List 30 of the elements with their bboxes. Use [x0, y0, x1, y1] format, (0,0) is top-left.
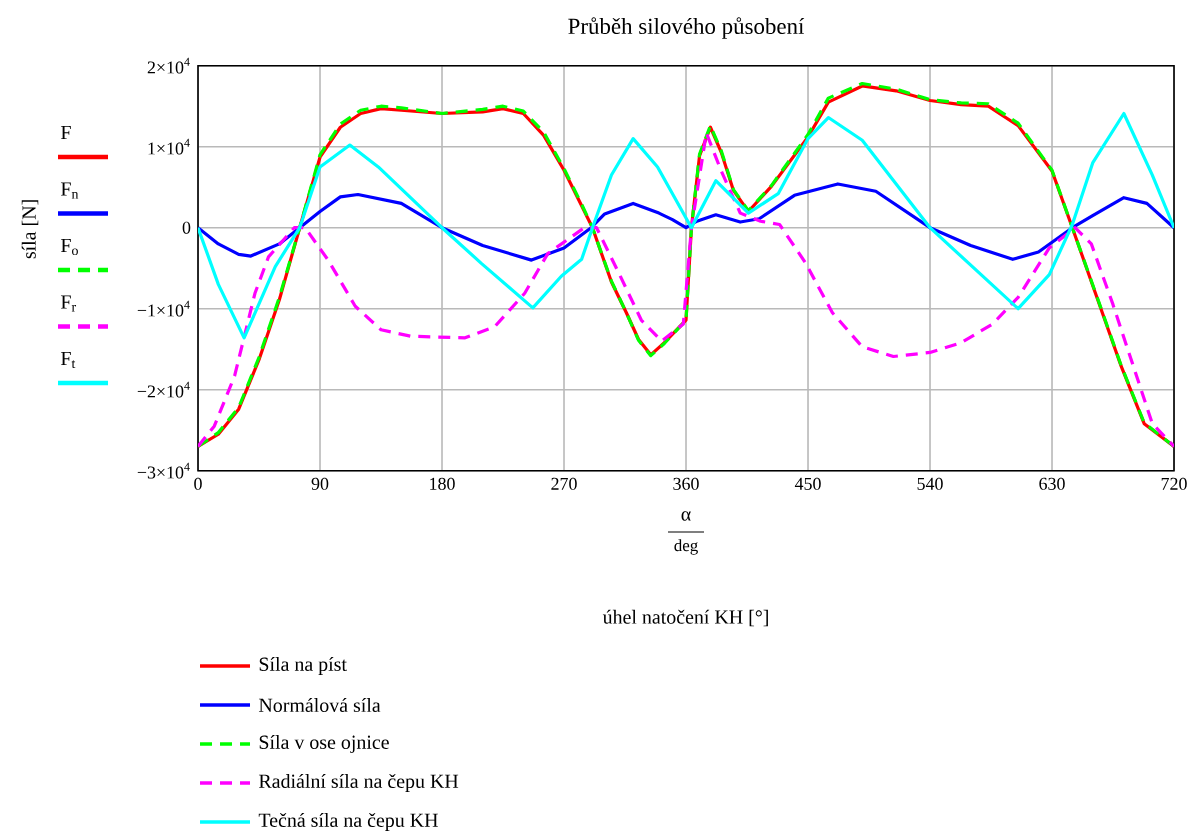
- chart-title: Průběh silového působení: [568, 17, 805, 39]
- y-axis-title: síla [N]: [21, 200, 39, 259]
- x-tick-label: 720: [1161, 477, 1187, 490]
- y-tick-label: 1×10$^{4}$: [148, 138, 190, 155]
- text: F$_{o}$: [60, 238, 78, 256]
- x-tick-label: 630: [1039, 477, 1065, 490]
- x-tick-label: 450: [794, 477, 821, 490]
- legend-label: Tečná síla na čepu KH: [258, 812, 438, 832]
- y-tick-label: 0: [182, 221, 191, 234]
- x-tick-label: 90: [311, 477, 329, 490]
- text: deg: [674, 539, 698, 555]
- x-tick-label: 540: [917, 477, 943, 490]
- legend-label: Radiální síla na čepu KH: [258, 773, 459, 793]
- text: úhel natočení KH [°]: [602, 609, 768, 627]
- y-tick-label: 2×10$^{4}$: [147, 57, 190, 74]
- legend-label: Síla v ose ojnice: [259, 734, 389, 754]
- text: F: [60, 125, 71, 139]
- x-tick-label: 270: [551, 477, 577, 490]
- text: α: [681, 511, 691, 521]
- legend-label: Normálová síla: [258, 697, 381, 713]
- text: F$_{n}$: [60, 182, 79, 199]
- y-tick-label: −1×10$^{4}$: [137, 300, 190, 317]
- x-tick-label: 0: [194, 477, 202, 490]
- text: F$_{r}$: [60, 295, 77, 312]
- y-tick-label: −3×10$^{4}$: [137, 462, 190, 479]
- y-tick-label: −2×10$^{4}$: [137, 381, 190, 398]
- x-tick-label: 360: [673, 477, 699, 490]
- legend-label: Síla na píst: [259, 656, 347, 676]
- text: F$_{t}$: [60, 351, 76, 369]
- x-tick-label: 180: [430, 477, 455, 490]
